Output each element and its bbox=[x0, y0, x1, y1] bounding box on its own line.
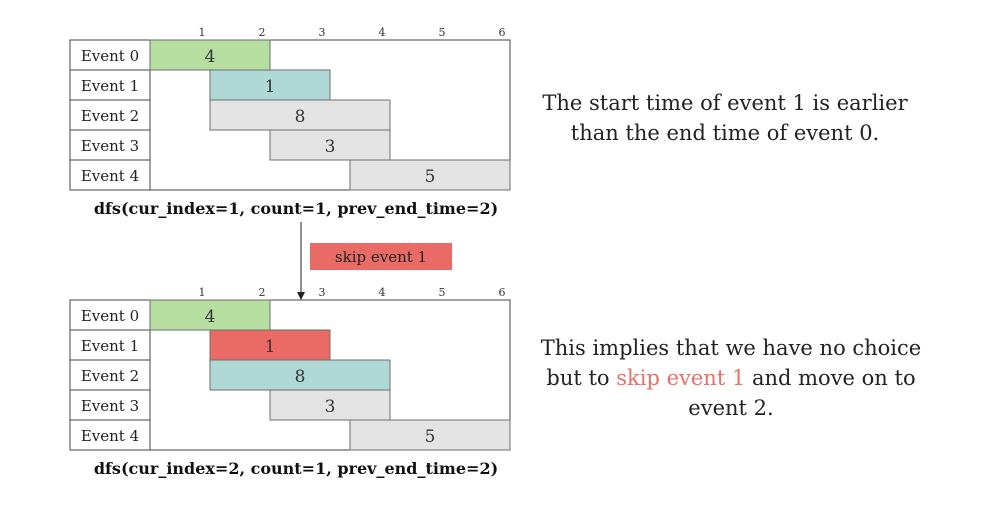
event-label-cell bbox=[69, 359, 151, 391]
event-label-cell bbox=[69, 159, 151, 191]
panel-caption-before: dfs(cur_index=1, count=1, prev_end_time=… bbox=[94, 199, 498, 218]
event-bar-2 bbox=[209, 359, 391, 391]
event-label-4: Event 4 bbox=[81, 167, 139, 185]
event-bar-3 bbox=[269, 389, 391, 421]
timeline-panel-before: 1 2 3 4 5 6 Event 0 Event 1 Event 2 Event 3 Event … bbox=[69, 26, 511, 191]
event-label-cell bbox=[69, 389, 151, 421]
event-label-2: Event 2 bbox=[81, 367, 139, 385]
event-label-1: Event 1 bbox=[81, 337, 139, 355]
transition-label-box bbox=[310, 243, 452, 270]
event-label-cell bbox=[69, 329, 151, 361]
event-bar-1 bbox=[209, 329, 331, 361]
event-bar-4 bbox=[349, 419, 511, 451]
time-tick-4: 4 bbox=[379, 286, 386, 299]
event-bar-label-2: 8 bbox=[295, 107, 306, 127]
note-after-line-2: but to skip event 1 and move on to bbox=[521, 363, 941, 393]
event-bar-label-0: 4 bbox=[205, 307, 216, 327]
event-bar-4 bbox=[349, 159, 511, 191]
note-after-line-3: event 2. bbox=[688, 396, 774, 420]
note-after-line-2-start: but to bbox=[546, 366, 617, 390]
event-label-1: Event 1 bbox=[81, 77, 139, 95]
event-bar-label-4: 5 bbox=[425, 167, 436, 187]
event-bar-label-3: 3 bbox=[325, 397, 336, 417]
time-tick-2: 2 bbox=[259, 286, 266, 299]
event-bar-3 bbox=[269, 129, 391, 161]
event-label-0: Event 0 bbox=[81, 307, 139, 325]
event-bar-label-1: 1 bbox=[265, 337, 276, 357]
event-label-cell bbox=[69, 419, 151, 451]
time-tick-3: 3 bbox=[319, 286, 326, 299]
time-tick-5: 5 bbox=[439, 286, 446, 299]
event-bar-label-1: 1 bbox=[265, 77, 276, 97]
event-label-0: Event 0 bbox=[81, 47, 139, 65]
note-after-line-1: This implies that we have no choice bbox=[540, 336, 922, 360]
time-tick-5: 5 bbox=[439, 26, 446, 39]
event-label-4: Event 4 bbox=[81, 427, 139, 445]
time-tick-6: 6 bbox=[499, 26, 506, 39]
event-bar-label-0: 4 bbox=[205, 47, 216, 67]
time-tick-1: 1 bbox=[199, 286, 206, 299]
panel-caption-after: dfs(cur_index=2, count=1, prev_end_time=… bbox=[94, 459, 498, 478]
event-bar-0 bbox=[149, 299, 271, 331]
note-before-line-2: than the end time of event 0. bbox=[570, 121, 880, 145]
event-bar-label-4: 5 bbox=[425, 427, 436, 447]
note-before-line-1: The start time of event 1 is earlier bbox=[542, 91, 908, 115]
event-bar-label-2: 8 bbox=[295, 367, 306, 387]
transition-label: skip event 1 bbox=[335, 248, 427, 266]
event-bar-1 bbox=[209, 69, 331, 101]
note-after-line-2-end: and move on to bbox=[745, 366, 916, 390]
time-tick-2: 2 bbox=[259, 26, 266, 39]
explanation-note-before: The start time of event 1 is earlier tha… bbox=[515, 88, 935, 148]
event-label-3: Event 3 bbox=[81, 397, 139, 415]
event-label-cell bbox=[69, 39, 151, 71]
event-label-cell bbox=[69, 99, 151, 131]
note-after-highlight: skip event 1 bbox=[616, 366, 746, 390]
time-tick-1: 1 bbox=[199, 26, 206, 39]
event-label-3: Event 3 bbox=[81, 137, 139, 155]
event-bar-label-3: 3 bbox=[325, 137, 336, 157]
time-tick-4: 4 bbox=[379, 26, 386, 39]
timeline-panel-after: 1 2 3 4 5 6 Event 0 Event 1 Event 2 Event 3 Event … bbox=[69, 286, 511, 451]
event-label-2: Event 2 bbox=[81, 107, 139, 125]
time-tick-3: 3 bbox=[319, 26, 326, 39]
explanation-note-after: This implies that we have no choice but … bbox=[521, 333, 941, 423]
time-tick-6: 6 bbox=[499, 286, 506, 299]
